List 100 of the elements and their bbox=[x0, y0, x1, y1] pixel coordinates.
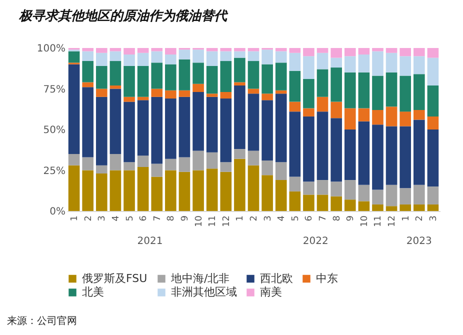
text: 2022 bbox=[302, 236, 328, 247]
bar bbox=[386, 126, 398, 185]
bar bbox=[330, 118, 342, 182]
bar bbox=[124, 66, 135, 97]
bar bbox=[137, 100, 149, 156]
x-tick-label: 12 bbox=[222, 216, 232, 227]
bar bbox=[358, 201, 370, 211]
bar bbox=[400, 76, 412, 112]
bar bbox=[344, 56, 356, 72]
bar bbox=[413, 204, 425, 211]
bar bbox=[303, 116, 314, 182]
bar bbox=[372, 204, 384, 211]
bar bbox=[400, 112, 412, 126]
bar bbox=[151, 48, 163, 52]
text: 2023 bbox=[406, 236, 432, 247]
bar bbox=[289, 102, 301, 112]
x-tick-label: 3 bbox=[263, 216, 274, 222]
x-tick-label: 12 bbox=[388, 216, 398, 227]
bar bbox=[289, 48, 301, 53]
legend-label: 西北欧 bbox=[260, 272, 293, 285]
bar bbox=[165, 54, 176, 64]
bar bbox=[206, 66, 218, 94]
x-tick-label: 7 bbox=[152, 216, 163, 222]
bar bbox=[220, 48, 232, 52]
x-tick-label: 2 bbox=[84, 216, 94, 222]
bar bbox=[68, 154, 80, 166]
x-tick-label: 5 bbox=[290, 216, 301, 222]
bar bbox=[262, 100, 273, 160]
bar bbox=[413, 48, 425, 56]
bar bbox=[330, 68, 342, 102]
bar bbox=[289, 191, 301, 211]
bar bbox=[427, 48, 439, 58]
bar bbox=[220, 162, 232, 172]
bar bbox=[165, 158, 176, 170]
bar bbox=[234, 158, 246, 211]
bar bbox=[248, 88, 260, 94]
x-tick-label: 4 bbox=[277, 215, 288, 222]
bar bbox=[413, 74, 425, 110]
bar bbox=[165, 170, 176, 211]
text: 2021 bbox=[137, 236, 163, 247]
bar bbox=[165, 90, 176, 99]
bar bbox=[275, 62, 287, 90]
legend-label: 非洲其他区域 bbox=[171, 286, 237, 298]
bar bbox=[220, 61, 232, 92]
bar bbox=[234, 51, 246, 58]
y-tick-label: 75% bbox=[43, 84, 66, 96]
bar bbox=[68, 165, 80, 211]
bar bbox=[124, 162, 135, 170]
bar bbox=[358, 184, 370, 202]
bar bbox=[303, 194, 314, 211]
bar bbox=[413, 56, 425, 74]
bar bbox=[82, 51, 94, 62]
bar bbox=[124, 102, 135, 162]
bar bbox=[344, 130, 356, 180]
bar bbox=[192, 170, 204, 211]
bar bbox=[248, 61, 260, 89]
bar bbox=[178, 172, 190, 211]
bar bbox=[178, 50, 190, 60]
bar bbox=[96, 66, 108, 89]
bar bbox=[137, 156, 149, 167]
bar bbox=[386, 52, 398, 72]
bar bbox=[96, 48, 108, 53]
bar bbox=[220, 92, 232, 99]
bar bbox=[400, 204, 412, 211]
x-tick-label: 3 bbox=[98, 216, 108, 222]
bar bbox=[303, 56, 314, 79]
bar bbox=[151, 51, 163, 63]
bar bbox=[248, 94, 260, 151]
bar bbox=[358, 121, 370, 185]
bar bbox=[303, 48, 314, 56]
x-tick-label: 2 bbox=[250, 216, 260, 222]
bar bbox=[96, 165, 108, 174]
bar bbox=[151, 96, 163, 164]
bar bbox=[289, 176, 301, 192]
y-tick-label: 25% bbox=[43, 166, 66, 177]
bar bbox=[96, 96, 108, 166]
bar bbox=[262, 160, 273, 176]
bar bbox=[192, 84, 204, 92]
bar bbox=[82, 48, 94, 52]
bar bbox=[234, 82, 246, 86]
legend-label: 南美 bbox=[260, 286, 282, 298]
bar bbox=[110, 154, 122, 170]
bar bbox=[178, 96, 190, 158]
bar bbox=[303, 182, 314, 195]
bar bbox=[316, 180, 328, 195]
bar bbox=[275, 180, 287, 211]
legend-label: 地中海/北非 bbox=[170, 272, 230, 285]
bar bbox=[68, 64, 80, 154]
x-tick-label: 10 bbox=[194, 215, 204, 227]
bar bbox=[234, 85, 246, 150]
bar bbox=[289, 52, 301, 71]
bar bbox=[165, 98, 176, 159]
bar bbox=[372, 110, 384, 125]
bar bbox=[400, 188, 412, 204]
bar bbox=[316, 112, 328, 180]
bar bbox=[110, 88, 122, 154]
bar bbox=[110, 170, 122, 211]
bar bbox=[427, 58, 439, 86]
bar bbox=[248, 51, 260, 62]
bar bbox=[262, 50, 273, 64]
